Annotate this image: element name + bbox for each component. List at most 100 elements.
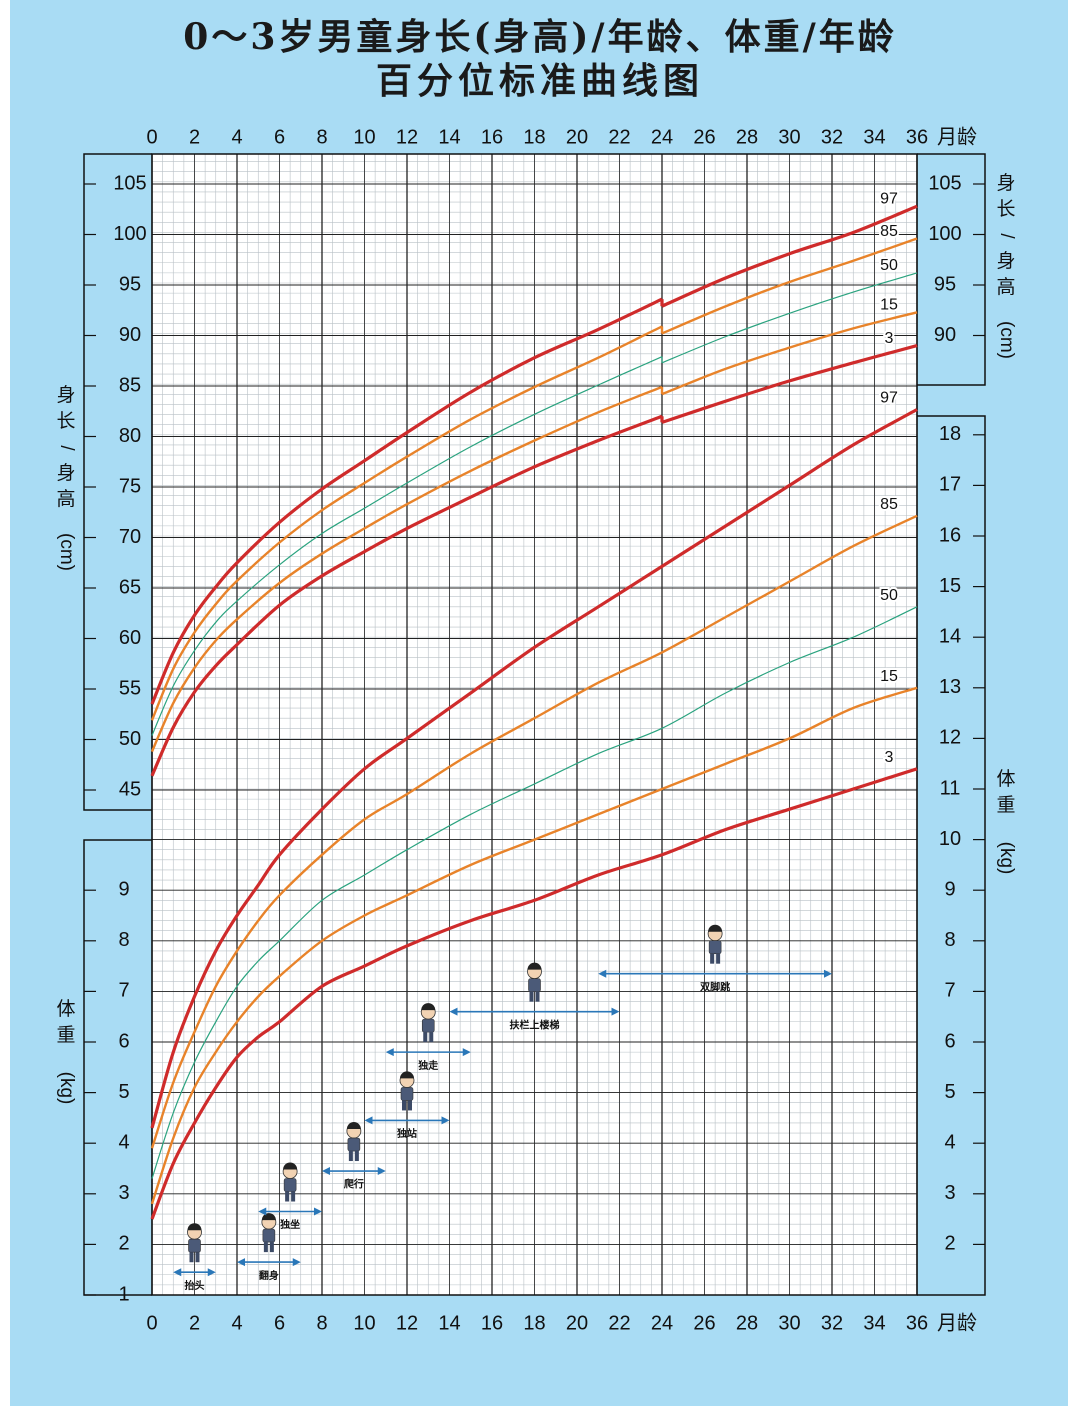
child-leg	[348, 1151, 353, 1162]
height-axis-title-left-char: 身	[56, 462, 75, 484]
x-tick-label-top: 34	[863, 126, 885, 148]
x-axis-unit-top: 月龄	[937, 125, 977, 148]
milestone-label: 翻身	[259, 1269, 279, 1282]
child-leg	[408, 1100, 412, 1111]
child-leg	[529, 991, 534, 1002]
x-tick-label-top: 6	[274, 126, 285, 148]
y-tick-label-height-left: 85	[119, 374, 141, 396]
height-percentile-label-85: 85	[880, 223, 898, 240]
child-hair	[527, 962, 542, 970]
x-tick-label-bottom: 8	[316, 1312, 327, 1334]
milestone-child-figure	[527, 962, 542, 1002]
y-tick-label-height-left: 80	[119, 425, 141, 447]
milestone-arrow-head-right	[377, 1167, 386, 1176]
x-tick-label-bottom: 18	[523, 1312, 545, 1334]
x-tick-label-top: 36	[906, 126, 928, 148]
weight-curve-p15	[150, 686, 918, 1205]
y-tick-label-weight-left: 9	[118, 878, 129, 900]
milestone-label: 独站	[397, 1127, 417, 1140]
x-tick-label-bottom: 14	[438, 1312, 460, 1334]
y-tick-label-weight-right: 10	[939, 828, 961, 850]
y-tick-label-weight-left: 5	[118, 1081, 129, 1103]
y-tick-label-weight-left: 1	[118, 1283, 129, 1305]
weight-axis-title-right-char: 重	[996, 794, 1015, 816]
weight-curves	[150, 408, 918, 1220]
child-leg	[354, 1151, 359, 1162]
milestone-arrow-head-right	[314, 1207, 322, 1216]
height-percentile-label-3: 3	[885, 330, 894, 347]
child-leg	[429, 1032, 434, 1043]
x-tick-label-bottom: 26	[693, 1312, 715, 1334]
y-tick-label-weight-right: 3	[944, 1182, 955, 1204]
milestone-child-figure	[707, 924, 723, 964]
left-weight-panel	[83, 839, 152, 1296]
y-tick-label-weight-left: 7	[118, 980, 129, 1002]
height-axis-title-left: 身长/身高(cm)	[56, 384, 77, 571]
x-tick-label-bottom: 20	[566, 1312, 588, 1334]
x-tick-label-bottom: 12	[396, 1312, 418, 1334]
milestone-child-figure	[282, 1162, 298, 1202]
right-weight-panel	[917, 415, 986, 1296]
weight-axis-title-right-char: 体	[996, 768, 1015, 790]
milestone-arrow-head-right	[292, 1258, 301, 1267]
milestone-arrow-head-left	[364, 1116, 373, 1125]
x-tick-label-top: 22	[608, 126, 630, 148]
chart-title-line2: 百分位标准曲线图	[375, 60, 704, 102]
y-tick-label-height-right: 100	[928, 223, 961, 245]
y-tick-label-height-right: 90	[934, 324, 956, 346]
weight-percentile-label-85: 85	[880, 496, 898, 513]
milestone-arrow-head-right	[207, 1268, 216, 1277]
weight-curve-p97	[150, 408, 918, 1129]
x-tick-label-bottom: 4	[231, 1312, 242, 1334]
milestone-child-figure	[399, 1071, 415, 1111]
x-tick-label-top: 20	[566, 126, 588, 148]
y-tick-label-height-left: 55	[119, 677, 141, 699]
child-body	[262, 1228, 276, 1243]
milestone-label: 抬头	[185, 1279, 205, 1292]
height-percentile-label-97: 97	[880, 190, 898, 207]
x-tick-label-bottom: 16	[481, 1312, 503, 1334]
weight-curve-p50	[151, 606, 918, 1179]
y-tick-label-weight-left: 6	[118, 1030, 129, 1052]
x-tick-label-bottom: 32	[821, 1312, 843, 1334]
child-leg	[716, 953, 721, 964]
y-tick-label-height-left: 90	[119, 324, 141, 346]
weight-axis-title-left-char: 体	[56, 998, 75, 1020]
x-tick-label-top: 4	[231, 126, 242, 148]
height-axis-title-left-char: 高	[56, 488, 75, 510]
x-tick-label-top: 28	[736, 126, 758, 148]
milestone-child-figure	[187, 1223, 202, 1263]
x-tick-label-bottom: 30	[778, 1312, 800, 1334]
x-tick-label-top: 26	[693, 126, 715, 148]
height-curve-p97	[150, 297, 663, 705]
child-hair	[346, 1122, 361, 1130]
weight-axis-title-right: 体重 (kg)	[996, 768, 1017, 874]
child-body	[528, 978, 541, 992]
height-axis-title-right-char: /	[996, 233, 1017, 239]
weight-axis-title-left-char: 重	[56, 1024, 75, 1046]
y-tick-label-weight-right: 15	[939, 575, 961, 597]
y-tick-label-weight-right: 2	[944, 1233, 955, 1255]
child-leg	[263, 1242, 268, 1253]
height-axis-title-right-unit: (cm)	[996, 321, 1017, 359]
height-axis-title-left-char: /	[56, 445, 77, 451]
milestone-label: 独走	[418, 1059, 439, 1072]
child-body	[400, 1087, 414, 1101]
y-tick-label-weight-right: 6	[944, 1030, 955, 1052]
height-curve-p97-standing	[661, 204, 918, 308]
y-tick-label-weight-right: 18	[939, 423, 961, 445]
height-axis-title-left-unit: (cm)	[56, 533, 77, 571]
child-body	[421, 1018, 435, 1033]
y-tick-label-weight-right: 9	[944, 878, 955, 900]
height-curve-p50	[151, 356, 663, 736]
child-leg	[535, 991, 540, 1002]
y-tick-label-weight-right: 8	[944, 929, 955, 951]
child-body	[347, 1137, 361, 1152]
x-tick-label-top: 24	[651, 126, 673, 148]
x-tick-label-top: 10	[353, 126, 375, 148]
child-leg	[423, 1032, 428, 1043]
height-percentile-label-50: 50	[880, 257, 898, 274]
height-axis-title-right-char: 长	[996, 198, 1015, 220]
child-body	[188, 1238, 201, 1253]
x-tick-label-top: 8	[316, 126, 327, 148]
